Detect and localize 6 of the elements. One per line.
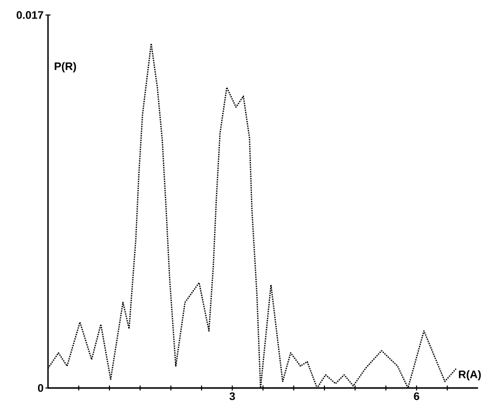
y-tick-label: 0.017 <box>16 11 44 19</box>
y-tick-label: 0 <box>38 384 44 392</box>
x-tick-label: 3 <box>229 392 235 400</box>
y-axis-title: P(R) <box>54 62 76 72</box>
x-axis-title: R(A) <box>458 370 481 380</box>
x-tick-label: 6 <box>414 392 420 400</box>
